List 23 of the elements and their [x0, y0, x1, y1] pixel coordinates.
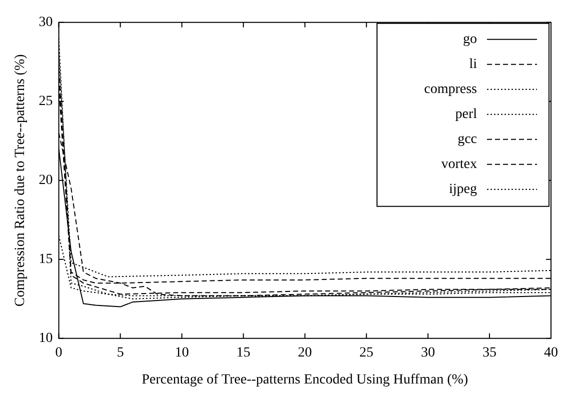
x-axis-title: Percentage of Tree--patterns Encoded Using Huffman (%): [142, 372, 468, 388]
legend-label: vortex: [441, 157, 477, 172]
legend-label: go: [463, 32, 477, 48]
y-tick-label: 10: [38, 331, 53, 346]
x-tick-label: 25: [359, 345, 374, 360]
x-tick-label: 10: [174, 345, 189, 360]
x-tick-label: 35: [482, 345, 496, 360]
x-tick-label: 20: [298, 345, 312, 360]
y-tick-label: 15: [38, 252, 53, 268]
y-axis-title: Compression Ratio due to Tree--patterns (%): [13, 54, 28, 307]
y-tick-label: 20: [38, 173, 53, 188]
x-tick-label: 30: [420, 345, 435, 360]
y-tick-label: 25: [38, 94, 53, 110]
legend-label: li: [469, 57, 478, 72]
x-tick-label: 40: [544, 345, 558, 360]
x-tick-label: 0: [55, 345, 62, 360]
legend-label: compress: [424, 82, 477, 98]
x-tick-label: 5: [116, 345, 124, 360]
x-tick-label: 15: [236, 345, 250, 360]
legend-label: perl: [455, 107, 478, 122]
legend-label: ijpeg: [449, 182, 477, 198]
y-tick-label: 30: [38, 15, 53, 30]
legend-label: gcc: [458, 132, 477, 148]
